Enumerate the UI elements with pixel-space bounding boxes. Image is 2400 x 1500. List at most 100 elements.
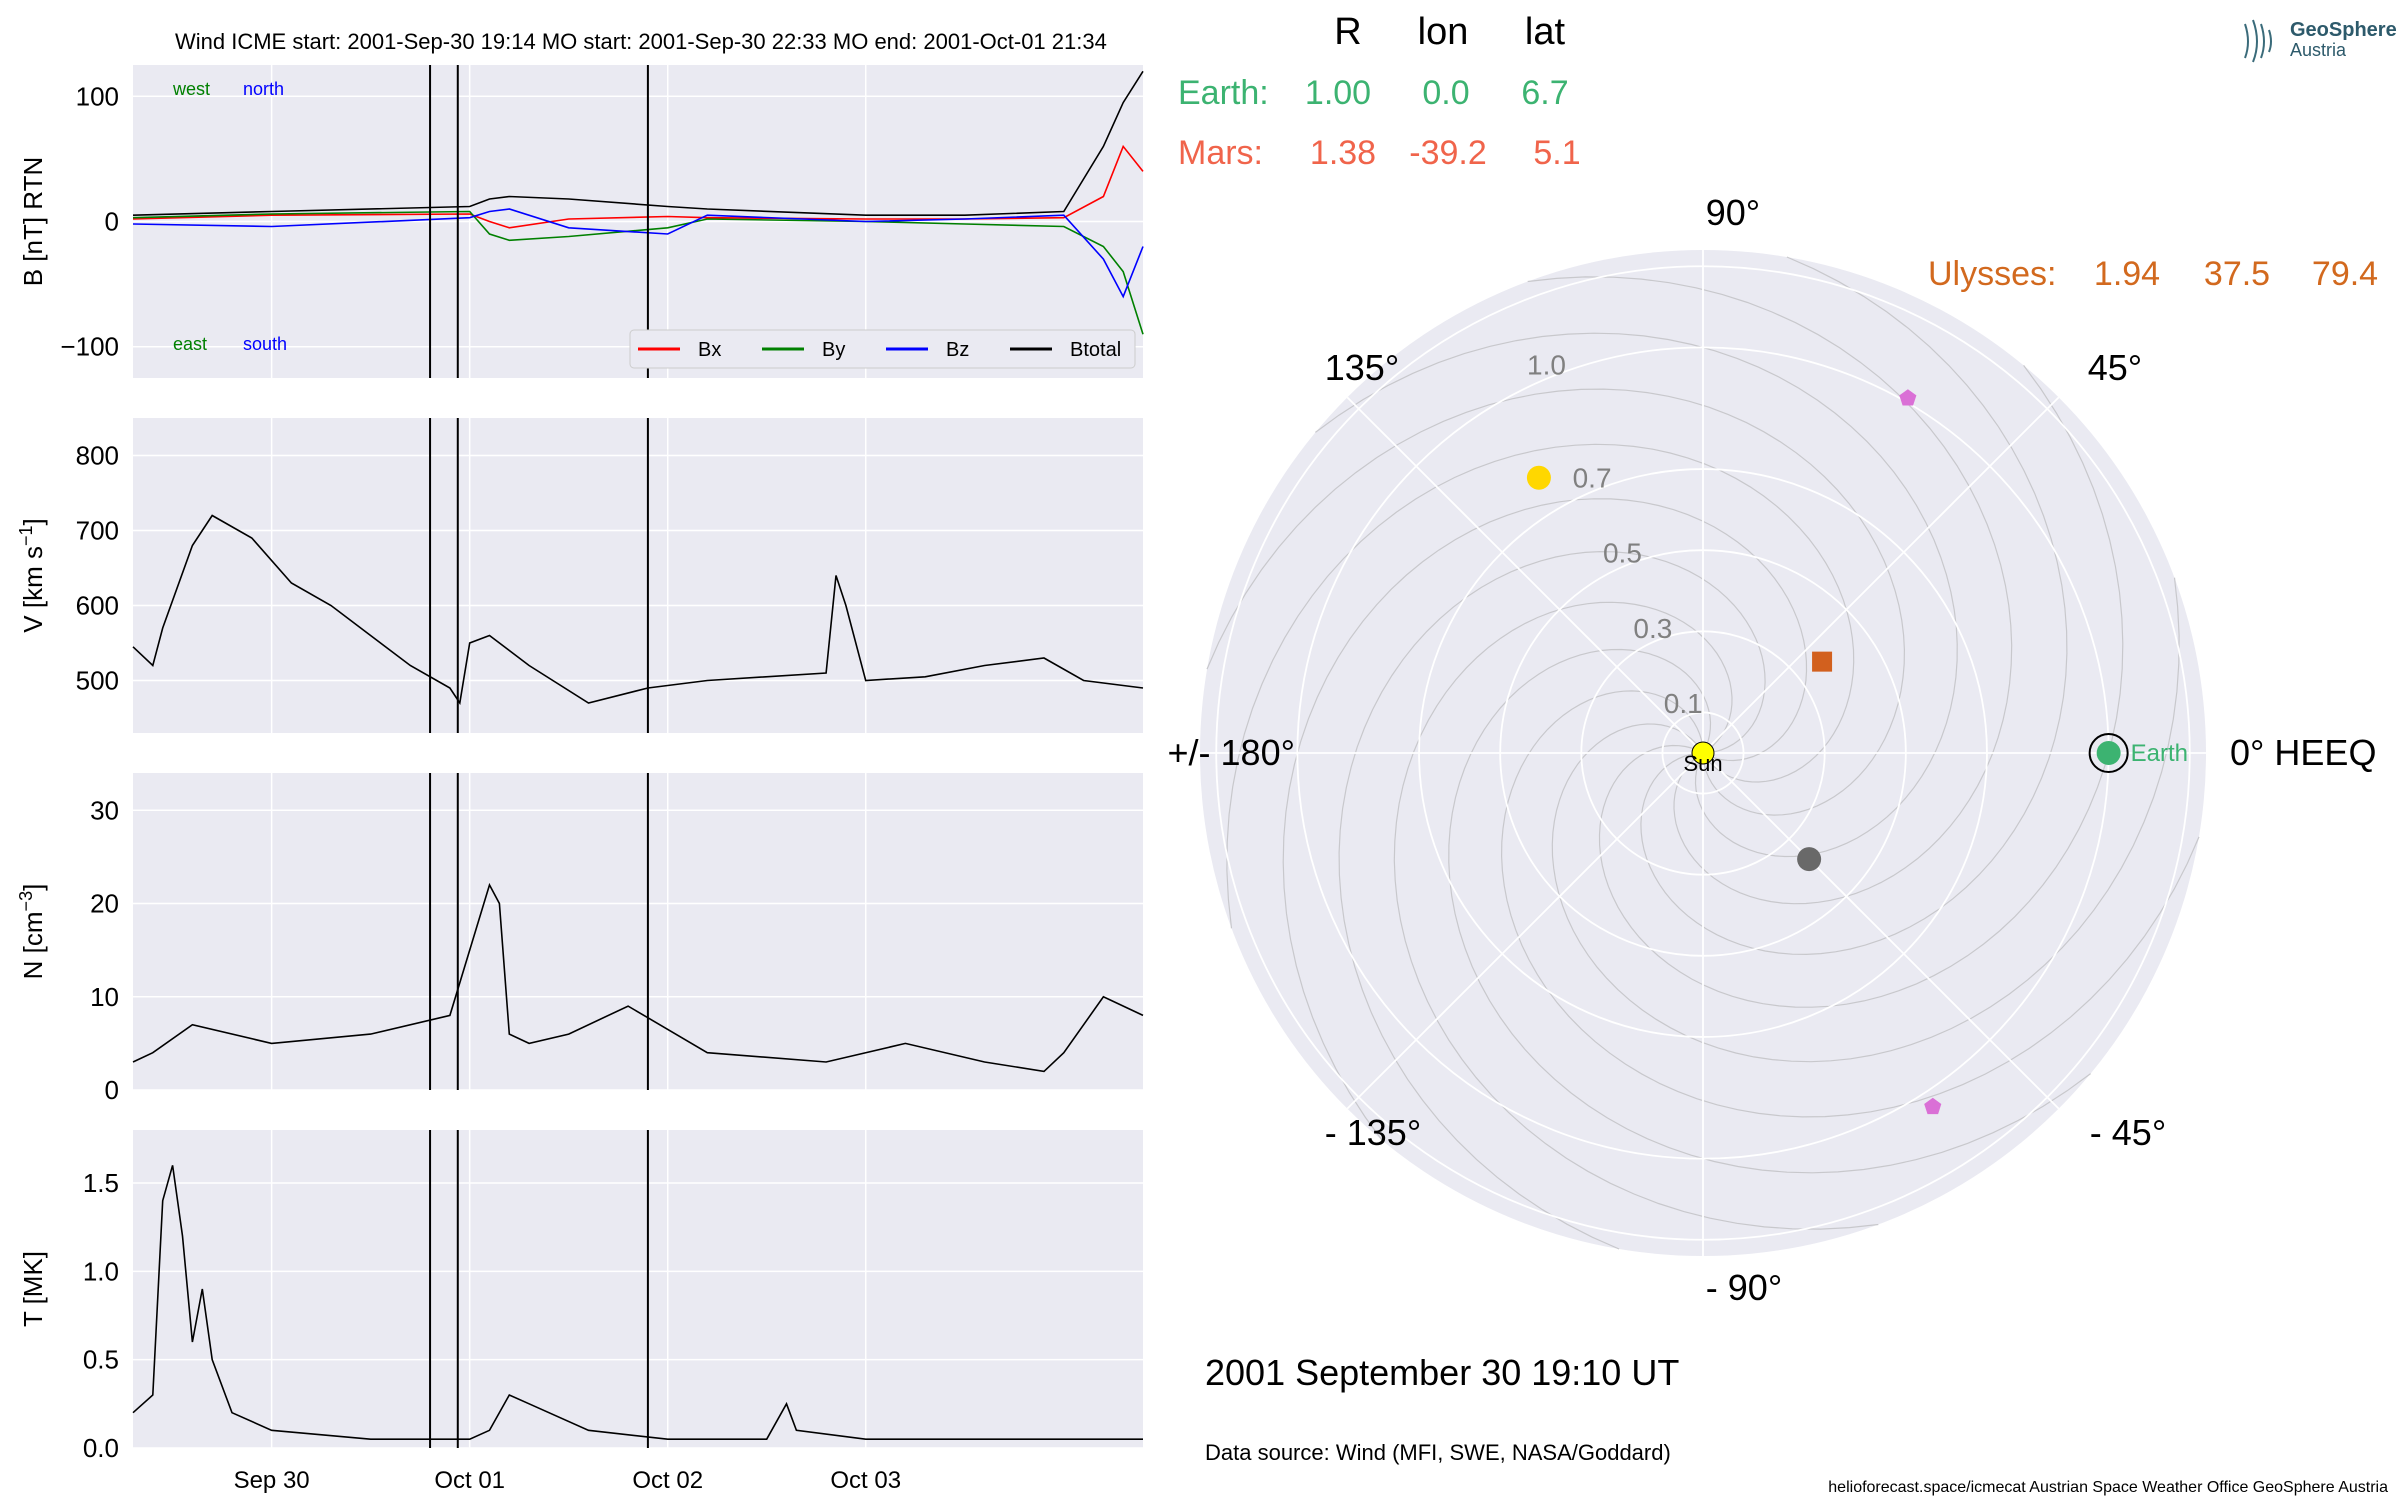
ulysses-marker-marker <box>1812 651 1833 672</box>
y-tick-label: 500 <box>76 666 119 696</box>
radial-tick-label: 0.3 <box>1633 613 1672 644</box>
plot-area <box>133 773 1143 1090</box>
earth-marker <box>2096 741 2121 765</box>
angular-label: - 135° <box>1325 1112 1421 1153</box>
spiral-line <box>1551 577 2180 1063</box>
legend-label-bx: Bx <box>698 339 721 361</box>
x-tick-label: Sep 30 <box>234 1467 310 1494</box>
x-tick-label: Oct 03 <box>830 1467 901 1494</box>
series-line-bz <box>132 208 1144 299</box>
series-line-v <box>132 514 1144 706</box>
angular-label: +/- 180° <box>1168 732 1295 773</box>
y-tick-label: 1.0 <box>83 1256 119 1286</box>
mars-row-r: 1.38 <box>1310 134 1376 172</box>
legend-label-by: By <box>822 339 845 361</box>
spiral-line <box>1315 332 1958 858</box>
angular-gridline <box>1346 396 1704 754</box>
event-header: Wind ICME start: 2001-Sep-30 19:14 MO st… <box>175 29 1107 54</box>
angular-gridline <box>1346 752 1704 1110</box>
y-tick-label: 0.0 <box>83 1433 119 1463</box>
annotation-west: west <box>172 79 210 99</box>
spiral-line <box>1393 601 1879 1230</box>
earth-row-r: 1.00 <box>1305 74 1371 112</box>
y-tick-label: 0.5 <box>83 1345 119 1375</box>
parker-spirals <box>1206 256 2200 1250</box>
series-line-t <box>132 1165 1143 1440</box>
angular-label: 90° <box>1706 192 1760 233</box>
angular-label: 0° HEEQ <box>2230 732 2376 773</box>
spiral-line <box>1282 498 1808 1141</box>
legend-label-bz: Bz <box>946 339 969 361</box>
spiral-line <box>1500 690 2200 1118</box>
earth-row-name: Earth: <box>1178 74 1269 112</box>
y-axis-label: V [km s−1] <box>16 518 48 632</box>
earth-ring <box>2088 733 2129 773</box>
date-label: 2001 September 30 19:10 UT <box>1205 1352 1679 1393</box>
y-tick-label: 0 <box>105 1075 119 1105</box>
mars-row-name: Mars: <box>1178 134 1263 172</box>
density-panel: 30 20 10 0 N [cm−3] <box>16 773 1144 1105</box>
radial-tick-label: 0.1 <box>1664 688 1703 719</box>
series-line-btotal <box>132 70 1144 216</box>
x-tick-label: Oct 02 <box>632 1467 703 1494</box>
col-header-lat: lat <box>1525 11 1566 53</box>
ulysses-row-r: 1.94 <box>2094 255 2160 293</box>
spiral-line <box>1338 550 1766 1250</box>
earth-row-lat: 6.7 <box>1521 74 1568 112</box>
annotation-east: east <box>173 334 207 354</box>
y-tick-label: 0 <box>105 207 119 237</box>
polar-position-plot: 0.1 0.3 0.5 0.7 1.0 0° HEEQ 45° 90° 135° +/- 180°… <box>1168 192 2377 1308</box>
y-axis-label: B [nT] RTN <box>18 157 48 287</box>
legend-box <box>629 329 1136 369</box>
spiral-line <box>1226 443 1855 929</box>
angular-gridline <box>1702 752 2060 1110</box>
angular-label: 45° <box>2088 347 2142 388</box>
y-axis-label: T [MK] <box>18 1251 48 1327</box>
ulysses-row-lat: 79.4 <box>2312 255 2378 293</box>
position-table: R lon lat Earth: 1.00 0.0 6.7 Mars: 1.38… <box>1178 11 2378 293</box>
y-tick-label: −100 <box>60 332 119 362</box>
logo-line1: GeoSphere <box>2290 19 2397 41</box>
y-tick-label: 800 <box>76 441 119 471</box>
col-header-r: R <box>1334 11 1361 53</box>
col-header-lon: lon <box>1418 11 1469 53</box>
angular-label: 135° <box>1325 347 1399 388</box>
speed-panel: 800 700 600 500 V [km s−1] <box>16 418 1144 733</box>
temperature-panel: 1.5 1.0 0.5 0.0 T [MK] Sep 30 Oct 01 Oct 02 Oct … <box>18 1130 1143 1494</box>
pink-marker-1-marker <box>1899 389 1917 406</box>
spiral-line <box>1206 388 1906 816</box>
footer-credits: helioforecast.space/icmecat Austrian Spa… <box>1828 1479 2388 1496</box>
ulysses-row-lon: 37.5 <box>2204 255 2270 293</box>
angular-label: - 90° <box>1706 1267 1782 1308</box>
x-tick-label: Oct 01 <box>434 1467 505 1494</box>
legend-label-btotal: Btotal <box>1070 339 1121 361</box>
mars-marker-marker <box>1526 465 1551 490</box>
mars-row-lat: 5.1 <box>1533 134 1580 172</box>
angular-label: - 45° <box>2090 1112 2166 1153</box>
sun-label: Sun <box>1683 751 1722 776</box>
radial-tick-label: 1.0 <box>1527 350 1566 381</box>
series-line-by <box>132 210 1144 335</box>
pink-marker-2-marker <box>1924 1097 1942 1115</box>
y-axis-label: N [cm−3] <box>16 884 48 980</box>
y-tick-label: 1.5 <box>83 1168 119 1198</box>
y-tick-label: 700 <box>76 516 119 546</box>
annotation-north: north <box>243 79 284 99</box>
geosphere-logo: GeoSphere Austria <box>2244 19 2397 63</box>
y-tick-label: 30 <box>90 795 119 825</box>
plot-area <box>133 1130 1143 1448</box>
sun-marker <box>1691 741 1715 765</box>
y-tick-label: 100 <box>76 81 119 111</box>
magnetic-field-panel: 100 0 −100 B [nT] RTN west north east south Bx By… <box>18 65 1144 378</box>
mars-row-lon: -39.2 <box>1409 134 1487 172</box>
y-tick-label: 10 <box>90 982 119 1012</box>
spiral-line <box>1527 276 2013 905</box>
logo-line2: Austria <box>2290 40 2347 60</box>
spiral-line <box>1640 256 2068 956</box>
radial-tick-label: 0.7 <box>1573 462 1612 493</box>
series-line-n <box>132 882 1144 1073</box>
radial-tick-label: 0.5 <box>1603 538 1642 569</box>
spiral-line <box>1598 365 2124 1008</box>
annotation-south: south <box>243 334 287 354</box>
